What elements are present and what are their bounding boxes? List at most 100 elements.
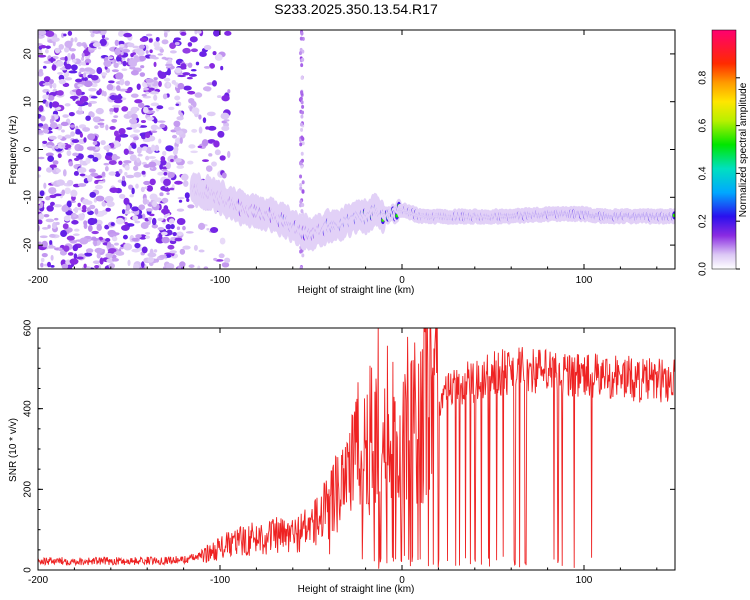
spectrogram-noise-cell [84, 67, 93, 72]
spectrogram-noise-cell [150, 130, 158, 134]
spectrogram-noise-cell [97, 122, 105, 126]
spectrogram-streak-cell [299, 186, 303, 191]
spectrogram-noise-cell [57, 134, 63, 140]
spectrogram-noise-cell [82, 127, 91, 132]
spectrogram-noise-cell [49, 194, 57, 199]
spectrogram-noise-cell [62, 223, 69, 230]
spectrogram-noise-cell [113, 115, 119, 118]
spectrogram-noise-cell [218, 253, 225, 259]
spectrogram-noise-cell [70, 189, 78, 197]
spectrogram-noise-cell [56, 179, 65, 186]
spectrogram-noise-cell [75, 88, 82, 96]
spectrogram-noise-cell [87, 217, 97, 226]
spectrogram-noise-cell [186, 198, 190, 203]
spectrogram-noise-cell [100, 72, 108, 76]
spectrogram-noise-cell [86, 146, 96, 151]
spectrogram-noise-cell [221, 125, 230, 132]
spectrogram-noise-cell [127, 259, 131, 267]
spectrogram-noise-cell [87, 133, 96, 141]
spectrogram-noise-cell [176, 218, 186, 226]
spectrogram-noise-cell [154, 144, 160, 152]
spectrogram-noise-cell [157, 226, 165, 231]
spectrogram-noise-cell [151, 200, 158, 208]
spectrogram-noise-cell [85, 157, 91, 164]
spectrogram-noise-cell [76, 109, 84, 115]
spectrogram-noise-cell [108, 263, 116, 269]
spectrogram-streak-cell [301, 253, 305, 258]
spectrogram-noise-cell [149, 213, 155, 217]
spectrogram-noise-cell [74, 206, 79, 214]
spectrogram-noise-cell [128, 145, 132, 151]
spectrogram-noise-cell [74, 37, 78, 43]
spectrogram-noise-cell [182, 72, 191, 76]
spectrogram-noise-cell [118, 88, 128, 92]
spectrogram-noise-cell [94, 184, 103, 190]
spectrogram-noise-cell [119, 133, 129, 138]
spectrogram-noise-cell [83, 252, 93, 257]
spectrogram-noise-cell [118, 160, 123, 165]
spectrogram-noise-cell [202, 117, 207, 124]
spectrogram-noise-cell [138, 44, 146, 49]
spectrogram-noise-cell [42, 128, 50, 134]
spectrogram-noise-cell [158, 71, 167, 79]
spectrogram-noise-cell [198, 249, 205, 253]
spectrogram-noise-cell [212, 50, 217, 56]
spectrogram-noise-cell [47, 95, 55, 101]
spectrogram-noise-cell [123, 148, 129, 156]
spectrogram-noise-cell [130, 93, 139, 98]
spectrogram-noise-cell [77, 83, 84, 88]
spectrogram-noise-cell [163, 77, 171, 82]
spectrogram-noise-cell [124, 165, 130, 171]
spectrogram-noise-cell [110, 142, 115, 149]
spectrogram-noise-cell [203, 44, 212, 51]
spectrogram-noise-cell [169, 42, 176, 49]
spectrogram-noise-cell [221, 172, 227, 179]
spectrogram-noise-cell [128, 111, 132, 117]
spectrogram-noise-cell [66, 150, 72, 157]
spectrogram-noise-cell [144, 235, 151, 239]
spectrogram-noise-cell [77, 167, 87, 174]
spectrogram-noise-cell [151, 217, 157, 226]
spectrogram-noise-cell [167, 244, 175, 250]
spectrogram-noise-cell [191, 107, 200, 115]
spectrogram-noise-cell [138, 50, 145, 56]
snr-x-tick-label: 0 [399, 575, 405, 586]
spectrogram-noise-cell [141, 161, 147, 165]
spectrogram-noise-cell [170, 158, 174, 163]
spectrogram-noise-cell [121, 224, 130, 231]
spectrogram-noise-cell [112, 104, 121, 108]
spectrogram-noise-cell [62, 114, 69, 118]
spectrogram-noise-cell [40, 257, 45, 263]
spectrogram-noise-cell [145, 78, 154, 83]
spectrogram-noise-cell [70, 131, 75, 137]
spectrogram-noise-cell [214, 54, 223, 61]
spectrogram-y-ticks: 20 10 0 -10 -20 [23, 48, 675, 252]
spectrogram-noise-cell [62, 82, 70, 88]
snr-y-ticks: 0 200 400 600 [23, 319, 675, 573]
spectrogram-noise-cell [45, 196, 51, 201]
spectrogram-noise-cell [49, 101, 53, 109]
spectrogram-noise-cell [92, 42, 102, 48]
spectrogram-noise-cell [110, 222, 115, 226]
spectrogram-noise-cell [99, 118, 105, 122]
spectrogram-noise-cell [227, 150, 231, 159]
spectrogram-noise-cell [42, 140, 48, 144]
spectrogram-noise-cell [148, 110, 156, 114]
spectrogram-noise-cell [38, 156, 45, 160]
spectrogram-noise-cell [148, 156, 156, 159]
spectrogram-streak-cell [300, 209, 304, 214]
snr-frame [37, 327, 676, 571]
colorbar-tick-label: 0.8 [698, 70, 709, 84]
spectrogram-noise-cell [166, 192, 170, 195]
spectrogram-noise-cell [40, 115, 46, 122]
spectrogram-noise-cell [187, 42, 193, 47]
spectrogram-noise-cell [86, 207, 91, 212]
spectrogram-noise-cell [92, 260, 101, 264]
spectrogram-noise-cell [73, 157, 80, 162]
spectrogram-noise-cell [54, 217, 59, 221]
spectrogram-noise-cell [115, 72, 124, 80]
spectrogram-noise-cell [171, 79, 177, 85]
spectrogram-noise-cell [64, 63, 72, 70]
spectrogram-noise-cell [119, 44, 125, 48]
